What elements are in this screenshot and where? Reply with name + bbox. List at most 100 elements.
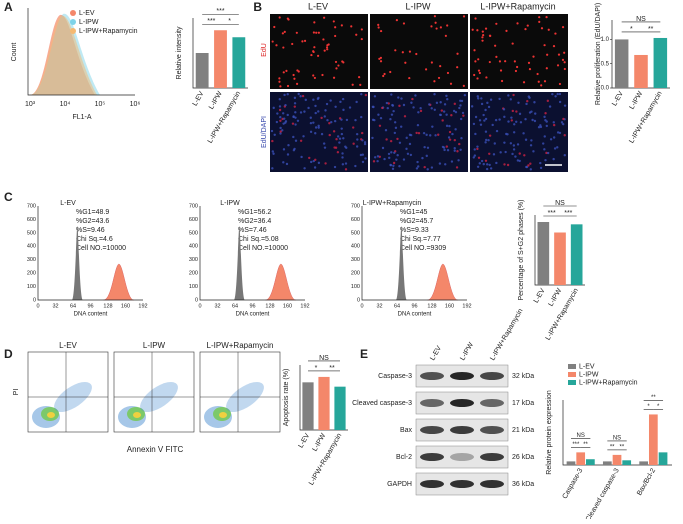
- nucleus-dot: [484, 159, 488, 162]
- nucleus-dot: [514, 155, 517, 158]
- cell-dot: [273, 25, 276, 29]
- nucleus-dot: [495, 161, 498, 165]
- x-tick-label: 96: [249, 303, 255, 309]
- legend-marker: [70, 10, 76, 16]
- nucleus-dot: [433, 108, 436, 111]
- nucleus-dot: [510, 119, 513, 122]
- bar: [232, 37, 246, 88]
- nucleus-dot: [324, 109, 327, 112]
- nucleus-dot: [445, 113, 448, 116]
- cell-dot: [279, 85, 282, 88]
- nucleus-dot: [476, 165, 480, 169]
- nucleus-dot: [423, 165, 426, 169]
- g1-peak: [395, 226, 407, 300]
- nucleus-dot: [417, 131, 421, 135]
- nucleus-dot: [539, 161, 542, 165]
- cell-dot: [359, 83, 362, 86]
- nucleus-dot: [323, 146, 327, 149]
- sig-label: ***: [572, 442, 580, 448]
- nucleus-dot: [426, 168, 429, 171]
- cell-dot: [563, 67, 566, 71]
- nucleus-dot: [452, 109, 456, 113]
- nucleus-dot: [460, 136, 463, 140]
- cell-dot: [334, 26, 337, 29]
- cell-dot: [334, 60, 338, 64]
- legend-label: L-EV: [579, 363, 595, 370]
- nucleus-dot: [484, 117, 488, 121]
- legend-label: L-IPW+Rapamycin: [579, 379, 638, 386]
- nucleus-dot: [314, 126, 318, 129]
- band-size: 26 kDa: [512, 454, 534, 461]
- histogram-curve: [30, 15, 97, 95]
- nucleus-dot: [560, 121, 564, 124]
- bar: [648, 414, 658, 465]
- nucleus-dot: [421, 156, 424, 160]
- nucleus-dot: [338, 137, 342, 140]
- g1-peak: [233, 226, 245, 300]
- nucleus-dot: [531, 118, 534, 122]
- nucleus-dot: [294, 139, 298, 142]
- cell-dot: [495, 55, 498, 58]
- legend-marker: [70, 28, 76, 34]
- cell-dot: [473, 73, 476, 77]
- nucleus-dot: [383, 157, 386, 161]
- cell-dot: [433, 80, 436, 83]
- cell-dot: [275, 44, 278, 47]
- nucleus-dot: [291, 122, 295, 125]
- nucleus-dot: [476, 95, 479, 98]
- band-size: 36 kDa: [512, 481, 534, 488]
- nucleus-dot: [387, 152, 391, 156]
- cell-dot: [543, 44, 546, 47]
- x-tick-label: L-IPW: [548, 287, 564, 308]
- x-tick-label: L-IPW+Rapamycin: [308, 432, 343, 486]
- cell-dot: [488, 60, 491, 64]
- nucleus-dot: [303, 167, 306, 170]
- nucleus-dot: [426, 146, 430, 150]
- cell-dot: [482, 34, 485, 37]
- bar: [576, 452, 586, 465]
- nucleus-dot: [459, 99, 462, 103]
- cell-dot: [522, 81, 526, 84]
- nucleus-dot: [459, 117, 463, 121]
- bar: [570, 224, 583, 285]
- y-axis-label: Relative protein expression: [546, 390, 553, 475]
- cell-dot: [540, 84, 543, 87]
- nucleus-dot: [389, 118, 392, 121]
- nucleus-dot: [512, 144, 516, 147]
- nucleus-dot: [415, 131, 418, 135]
- population: [47, 412, 55, 418]
- x-tick-label: L-IPW+Rapamycin: [545, 287, 580, 341]
- nucleus-dot: [299, 139, 303, 142]
- band: [450, 372, 474, 380]
- nucleus-dot: [373, 156, 377, 159]
- nucleus-dot: [552, 123, 556, 127]
- y-tick-label: 500: [27, 230, 36, 236]
- nucleus-dot: [443, 103, 447, 106]
- cell-dot: [563, 51, 566, 54]
- nucleus-dot: [341, 152, 344, 155]
- x-tick-label: 192: [300, 303, 309, 309]
- cell-dot: [415, 52, 418, 56]
- sig-label: *: [657, 404, 660, 410]
- nucleus-dot: [312, 121, 315, 124]
- sig-label: NS: [555, 200, 565, 207]
- nucleus-dot: [537, 125, 541, 129]
- nucleus-dot: [454, 128, 457, 131]
- nucleus-dot: [445, 124, 449, 128]
- cell-dot: [282, 46, 285, 49]
- nucleus-dot: [433, 93, 436, 96]
- nucleus-dot: [341, 156, 344, 159]
- nucleus-dot: [355, 100, 358, 104]
- x-tick-label: 160: [445, 303, 454, 309]
- axis: [192, 18, 248, 89]
- nucleus-dot: [511, 109, 514, 113]
- nucleus-dot: [276, 112, 279, 115]
- nucleus-dot: [376, 159, 379, 163]
- band-name: Bcl-2: [396, 454, 412, 461]
- band: [480, 372, 504, 380]
- nucleus-dot: [329, 99, 332, 102]
- cell-dot: [321, 73, 324, 77]
- nucleus-dot: [482, 113, 485, 117]
- nucleus-dot: [287, 144, 290, 147]
